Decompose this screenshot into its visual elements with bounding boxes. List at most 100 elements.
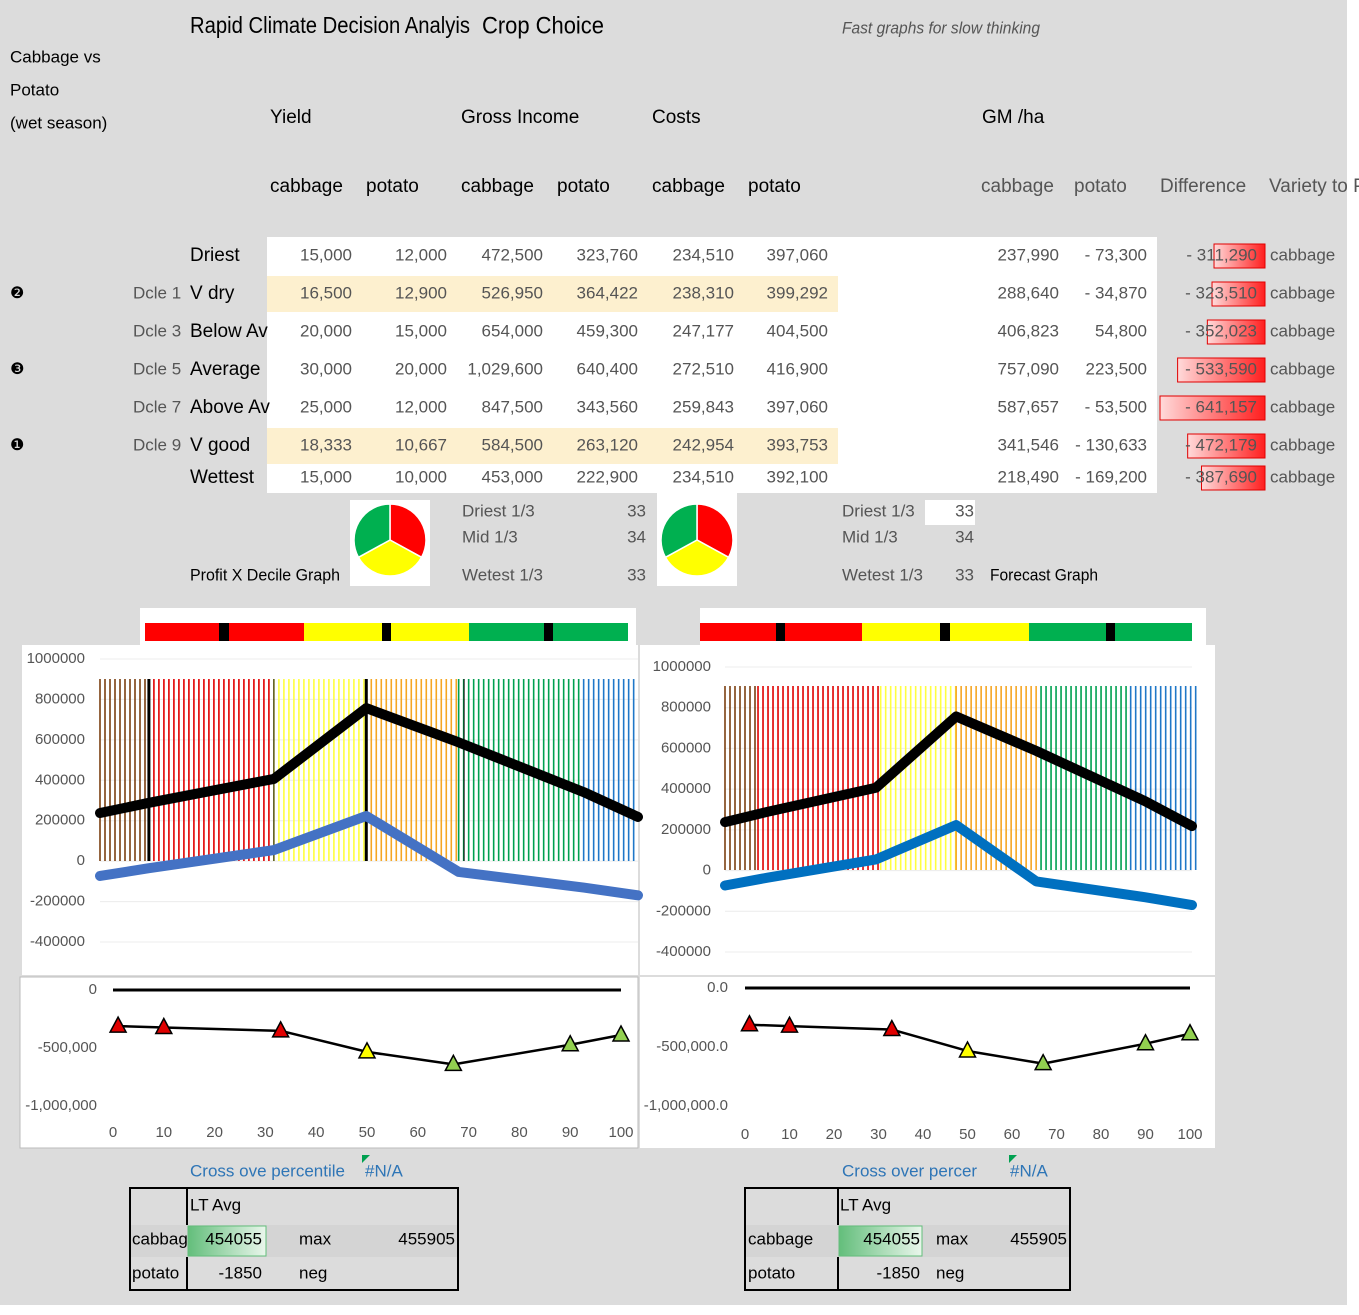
cell: 584,500 bbox=[482, 435, 543, 454]
cell: 399,292 bbox=[767, 283, 828, 302]
group-header: GM /ha bbox=[982, 107, 1045, 128]
cell: 392,100 bbox=[767, 467, 828, 486]
x-tick-label: 70 bbox=[1048, 1126, 1065, 1143]
cell: 10,667 bbox=[395, 435, 447, 454]
gm-cell: - 73,300 bbox=[1085, 245, 1147, 264]
cell-flag bbox=[362, 1155, 370, 1163]
x-tick-label: 80 bbox=[1093, 1126, 1110, 1143]
decile-label: Dcle 5 bbox=[133, 359, 181, 378]
x-tick-label: 0 bbox=[109, 1124, 117, 1141]
x-tick-label: 0 bbox=[741, 1126, 749, 1143]
x-tick-label: 90 bbox=[1137, 1126, 1154, 1143]
marker bbox=[357, 1041, 377, 1059]
cross-label: Cross over percer bbox=[842, 1161, 977, 1180]
tercile-label: Wetest 1/3 bbox=[842, 565, 923, 584]
chart-area bbox=[640, 645, 1215, 975]
row-label: Above Av bbox=[190, 397, 270, 418]
x-tick-label: 20 bbox=[826, 1126, 843, 1143]
variety: cabbage bbox=[1270, 359, 1335, 378]
cell: 15,000 bbox=[395, 321, 447, 340]
series-line bbox=[95, 703, 643, 822]
y-tick-label: 600000 bbox=[35, 731, 85, 748]
x-tick-label: 20 bbox=[206, 1124, 223, 1141]
cell: 323,760 bbox=[577, 245, 638, 264]
cross-label: Cross ove percentile bbox=[190, 1161, 345, 1180]
cell: 18,333 bbox=[300, 435, 352, 454]
key: neg bbox=[936, 1263, 964, 1282]
marker bbox=[958, 1040, 977, 1058]
tercile-value: 33 bbox=[955, 565, 974, 584]
title: Rapid Climate Decision Analyis bbox=[190, 12, 470, 38]
y-tick-label: 0 bbox=[89, 981, 97, 998]
graph-label: Profit X Decile Graph bbox=[190, 565, 340, 584]
pie-slice bbox=[353, 503, 391, 559]
row-label: Below Av bbox=[190, 321, 268, 342]
difference: - 533,590 bbox=[1185, 359, 1257, 378]
column-header: potato bbox=[366, 176, 419, 197]
y-tick-label: 0 bbox=[703, 862, 711, 879]
variety: cabbage bbox=[1270, 245, 1335, 264]
y-tick-label: 1000000 bbox=[653, 658, 711, 675]
difference-bar bbox=[1213, 243, 1266, 269]
difference-bar bbox=[1187, 433, 1266, 459]
pie-slice bbox=[389, 503, 427, 559]
cell: 526,950 bbox=[482, 283, 543, 302]
x-tick-label: 10 bbox=[155, 1124, 172, 1141]
title-2: Crop Choice bbox=[482, 12, 604, 39]
key: neg bbox=[299, 1263, 327, 1282]
x-tick-label: 80 bbox=[511, 1124, 528, 1141]
gm-cell: 341,546 bbox=[998, 435, 1059, 454]
y-tick-label: 0 bbox=[77, 852, 85, 869]
tercile-label: Mid 1/3 bbox=[462, 527, 518, 546]
subtitle: Fast graphs for slow thinking bbox=[842, 18, 1040, 37]
y-tick-label: 200000 bbox=[35, 812, 85, 829]
cell: 640,400 bbox=[577, 359, 638, 378]
pie-slice bbox=[660, 503, 698, 559]
marker bbox=[1180, 1023, 1200, 1041]
value: 454055 bbox=[863, 1229, 920, 1248]
tercile-label: Driest 1/3 bbox=[842, 501, 915, 520]
tercile-value: 33 bbox=[955, 501, 974, 520]
gm-cell: 223,500 bbox=[1086, 359, 1147, 378]
column-header: cabbage bbox=[461, 176, 534, 197]
variety: cabbage bbox=[1270, 397, 1335, 416]
x-tick-label: 50 bbox=[359, 1124, 376, 1141]
x-tick-label: 30 bbox=[257, 1124, 274, 1141]
gm-cell: 587,657 bbox=[998, 397, 1059, 416]
row-label: V dry bbox=[190, 283, 235, 304]
cross-value: #N/A bbox=[1010, 1161, 1048, 1180]
chart-area bbox=[640, 977, 1215, 1148]
highlight-cell bbox=[838, 1225, 923, 1257]
series-line bbox=[95, 810, 643, 901]
variety: cabbage bbox=[1270, 321, 1335, 340]
x-tick-label: 50 bbox=[959, 1126, 976, 1143]
value: -1850 bbox=[877, 1263, 920, 1282]
decile-label: Dcle 7 bbox=[133, 397, 181, 416]
cell: 472,500 bbox=[482, 245, 543, 264]
difference-bar bbox=[1159, 395, 1266, 421]
cell: 12,000 bbox=[395, 397, 447, 416]
difference: - 387,690 bbox=[1185, 467, 1257, 486]
difference-bar bbox=[1211, 281, 1266, 307]
cell: 12,000 bbox=[395, 245, 447, 264]
y-tick-label: 800000 bbox=[35, 690, 85, 707]
cell: 263,120 bbox=[577, 435, 638, 454]
row-name: cabbage bbox=[748, 1229, 813, 1248]
y-tick-label: 400000 bbox=[35, 771, 85, 788]
marker bbox=[1033, 1053, 1053, 1071]
gm-cell: 54,800 bbox=[1095, 321, 1147, 340]
side-label: Cabbage vs bbox=[10, 47, 101, 66]
x-tick-label: 70 bbox=[460, 1124, 477, 1141]
gm-cell: 757,090 bbox=[998, 359, 1059, 378]
cell: 242,954 bbox=[673, 435, 734, 454]
x-tick-label: 40 bbox=[915, 1126, 932, 1143]
y-tick-label: -200000 bbox=[656, 902, 711, 919]
y-tick-label: 600000 bbox=[661, 739, 711, 756]
row-highlight bbox=[267, 428, 838, 464]
variety: cabbage bbox=[1270, 435, 1335, 454]
tercile-value: 34 bbox=[955, 527, 974, 546]
tercile-value: 34 bbox=[627, 527, 646, 546]
x-tick-label: 60 bbox=[1004, 1126, 1021, 1143]
x-tick-label: 40 bbox=[308, 1124, 325, 1141]
marker bbox=[882, 1018, 902, 1037]
